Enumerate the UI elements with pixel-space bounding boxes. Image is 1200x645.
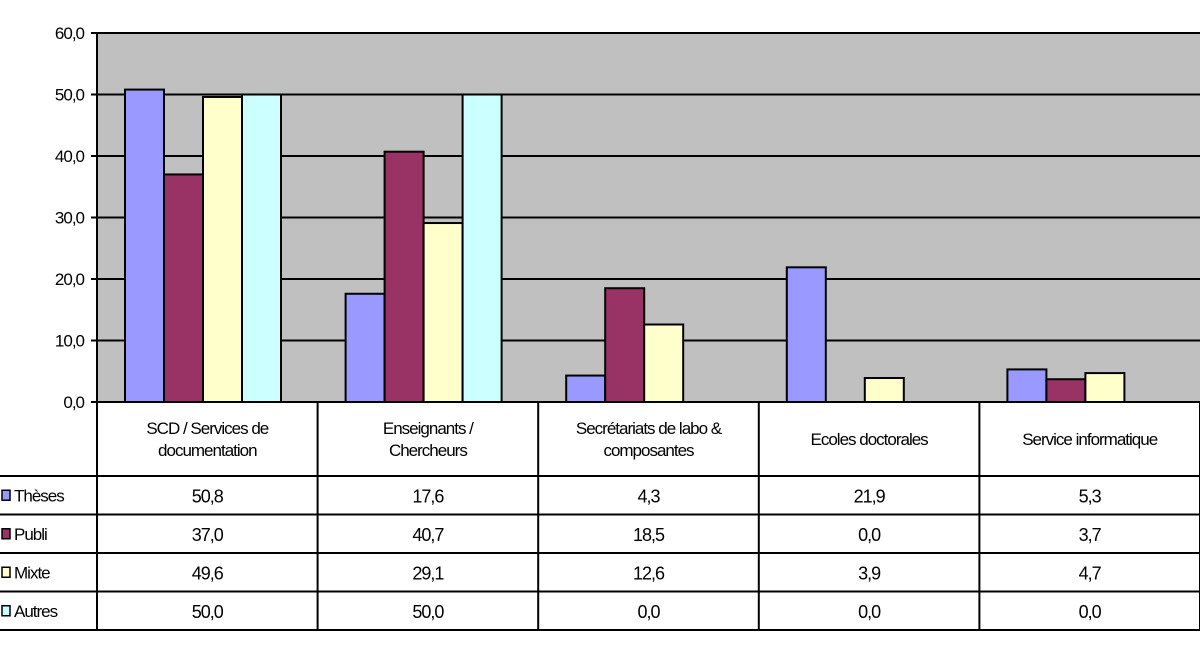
- legend-key-autres: [1, 605, 11, 617]
- bar-publi-0: [163, 173, 204, 403]
- data-label: 49,6: [192, 563, 224, 583]
- data-label: 5,3: [1079, 486, 1102, 506]
- data-label: 12,6: [633, 563, 665, 583]
- legend-label: Mixte: [14, 563, 50, 582]
- legend-label: Autres: [14, 602, 58, 621]
- bar-autres-1: [461, 93, 503, 403]
- bar-mixte-1: [422, 222, 464, 403]
- category-label: documentation: [158, 441, 257, 460]
- bar-mixte-3: [863, 377, 905, 404]
- category-label: Secrétariats de labo &: [576, 419, 723, 438]
- bar-thèses-2: [565, 374, 607, 403]
- legend-label: Publi: [14, 525, 47, 544]
- bar-thèses-0: [124, 88, 165, 404]
- legend-key-mixte: [1, 566, 11, 578]
- bar-thèses-1: [344, 292, 386, 404]
- data-label: 0,0: [858, 602, 881, 622]
- y-tick-label: 40,0: [55, 147, 85, 166]
- data-label: 50,0: [412, 602, 444, 622]
- category-label: Ecoles doctorales: [811, 430, 929, 449]
- data-label: 21,9: [854, 486, 886, 506]
- data-label: 3,9: [858, 563, 881, 583]
- category-label: Service informatique: [1022, 430, 1158, 449]
- category-label: Enseignants /: [383, 419, 474, 438]
- data-label: 0,0: [637, 602, 660, 622]
- data-label: 50,0: [192, 602, 224, 622]
- bar-mixte-4: [1084, 372, 1126, 404]
- y-tick-label: 20,0: [55, 270, 85, 289]
- bar-mixte-2: [643, 323, 685, 404]
- data-label: 0,0: [858, 525, 881, 545]
- category-label: composantes: [603, 441, 694, 460]
- data-label: 29,1: [412, 563, 444, 583]
- data-label: 0,0: [1079, 602, 1102, 622]
- y-tick-label: 50,0: [55, 86, 85, 105]
- category-label: SCD / Services de: [146, 419, 268, 438]
- data-label: 17,6: [412, 486, 444, 506]
- y-tick-label: 0,0: [63, 393, 84, 412]
- data-label: 4,7: [1079, 563, 1102, 583]
- bar-publi-1: [383, 150, 425, 403]
- y-tick-label: 30,0: [55, 209, 85, 228]
- legend-label: Thèses: [14, 486, 64, 505]
- legend-key-thèses: [1, 489, 11, 501]
- bar-publi-4: [1045, 378, 1087, 403]
- y-tick-label: 60,0: [55, 24, 85, 43]
- data-label: 37,0: [192, 525, 224, 545]
- data-label: 4,3: [637, 486, 660, 506]
- bar-autres-0: [241, 93, 282, 403]
- data-label: 18,5: [633, 525, 665, 545]
- data-label: 3,7: [1079, 525, 1102, 545]
- bar-thèses-3: [785, 266, 827, 403]
- bar-mixte-0: [202, 95, 243, 404]
- bar-thèses-4: [1006, 368, 1048, 403]
- bar-publi-2: [604, 287, 646, 404]
- data-label: 50,8: [192, 486, 224, 506]
- category-label: Chercheurs: [389, 441, 467, 460]
- legend-key-publi: [1, 528, 11, 540]
- y-tick-label: 10,0: [55, 332, 85, 351]
- data-label: 40,7: [412, 525, 444, 545]
